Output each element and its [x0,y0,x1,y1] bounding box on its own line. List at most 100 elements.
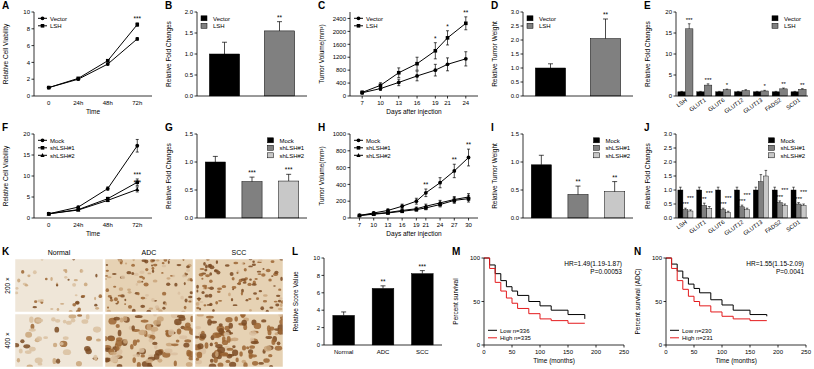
x-axis-label: Days after injection [386,108,442,116]
tissue-texture [29,328,36,331]
legend-label: LSH [213,23,225,29]
series-line [49,25,138,88]
tissue-texture [263,294,268,297]
tissue-texture [217,288,222,290]
tissue-texture [249,279,252,281]
x-tick [402,218,403,221]
y-tick-label: 0 [669,93,673,99]
tissue-texture [15,343,19,347]
error-bar [222,42,227,54]
tissue-texture [106,288,110,292]
tissue-texture [112,273,117,275]
error-bar [464,17,467,30]
y-tick-label: 2.5 [511,23,520,29]
x-tick-label: SCD1 [785,219,801,233]
tissue-texture [147,273,151,275]
tissue-texture [249,331,257,336]
tissue-texture [190,278,193,282]
y-tick [32,45,35,46]
legend-label: Mock [366,138,381,144]
tissue-texture [157,316,164,321]
tissue-texture [56,359,60,364]
tissue-texture [256,297,259,300]
panel-label: B [165,0,172,11]
x-axis [666,345,806,346]
y-axis-label: Percent survival [452,278,459,325]
bar [726,212,731,218]
micrograph-frame [195,314,283,367]
y-tick-label: 0.0 [511,93,520,99]
x-axis-label: Time [86,108,101,115]
x-axis [350,96,478,97]
tissue-texture [172,275,175,278]
tissue-texture [207,319,212,326]
y-tick [322,258,325,259]
tissue-texture [252,283,257,286]
error-bar [446,31,449,45]
tissue-texture [174,319,182,325]
x-tick-label: 7 [358,222,362,228]
y-tick [674,204,677,205]
x-tick [435,96,436,99]
legend-swatch [772,16,778,21]
tissue-texture [257,271,261,273]
tissue-texture [186,350,191,357]
tissue-texture [236,358,239,363]
data-point [464,22,468,26]
significance: *** [687,195,695,201]
legend-swatch [268,138,274,143]
tissue-texture [212,332,220,338]
significance: ** [612,174,618,181]
x-tick-label: 0 [664,349,668,355]
tissue-texture [81,270,83,272]
tissue-texture [153,264,158,267]
y-tick-label: 5 [27,194,31,200]
tissue-texture [218,300,222,302]
tissue-texture [86,336,92,341]
tissue-texture [128,305,132,309]
x-tick-label: FADS2 [764,97,782,112]
error-bar [416,71,419,81]
tissue-texture [274,271,278,274]
tissue-texture [165,302,167,305]
y-axis-label: Tumor Volume(mm³) [318,146,326,205]
y-tick-label: 10 [23,173,30,179]
error-bar [778,201,781,203]
x-tick-label: 250 [619,349,630,355]
y-tick [32,62,35,63]
tissue-texture [139,276,143,278]
x-tick-label: 48h [103,100,113,106]
tissue-texture [177,315,185,318]
significance: *** [800,189,808,195]
error-bar [797,203,800,204]
tissue-texture [174,283,177,287]
y-tick-label: 2.0 [185,9,194,15]
y-tick [322,275,325,276]
tissue-texture [132,357,136,363]
y-tick-label: 0 [477,342,481,348]
tissue-texture [72,283,76,287]
x-tick-label: 30 [465,222,472,228]
tissue-texture [153,279,158,282]
tissue-texture [119,287,123,291]
tissue-texture [269,365,273,367]
x-tick [362,96,363,99]
data-point [47,86,51,90]
y-tick [195,162,198,163]
data-point [372,212,376,216]
legend-label: shLSH#1 [781,145,806,151]
tissue-texture [241,263,243,265]
plot-marks [531,155,625,218]
y-tick-label: 100 [470,255,481,261]
tissue-texture [171,353,178,356]
data-point [414,206,418,210]
tissue-texture [151,265,153,267]
tissue-texture [207,304,212,306]
error-bar [47,87,50,89]
tissue-texture [277,341,281,345]
significance: *** [795,196,803,202]
error-bar [250,177,255,181]
micrograph [15,259,103,312]
x-tick-label: SCC [416,349,429,355]
tissue-texture [278,288,281,290]
